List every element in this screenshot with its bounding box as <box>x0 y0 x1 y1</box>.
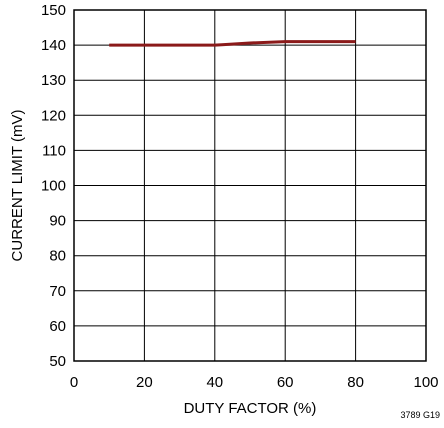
grid <box>73 9 427 362</box>
x-tick-labels: 0 20 40 60 80 100 <box>70 374 439 391</box>
y-tick-labels: 50 60 70 80 90 100 110 120 130 140 150 <box>41 2 66 370</box>
y-axis-title: CURRENT LIMIT (mV) <box>9 110 26 262</box>
figure-id: 3789 G19 <box>400 410 440 420</box>
y-tick-label: 130 <box>41 72 66 89</box>
series-layer <box>109 40 356 47</box>
x-tick-label: 60 <box>277 374 294 391</box>
y-tick-label: 110 <box>42 142 66 159</box>
x-tick-label: 100 <box>413 374 438 391</box>
y-tick-label: 60 <box>49 318 66 335</box>
y-tick-label: 90 <box>49 213 66 230</box>
series-line <box>109 40 356 47</box>
y-tick-label: 150 <box>41 2 66 19</box>
y-tick-label: 50 <box>49 353 66 370</box>
x-tick-label: 80 <box>347 374 364 391</box>
x-tick-label: 0 <box>70 374 78 391</box>
x-tick-label: 20 <box>136 374 153 391</box>
y-tick-label: 70 <box>49 283 66 300</box>
plot-frame <box>73 9 427 362</box>
y-tick-label: 100 <box>41 178 66 195</box>
y-tick-label: 120 <box>41 107 66 124</box>
y-tick-label: 80 <box>49 248 66 265</box>
y-tick-label: 140 <box>41 37 66 54</box>
x-axis-title: DUTY FACTOR (%) <box>184 400 317 417</box>
x-tick-label: 40 <box>206 374 223 391</box>
